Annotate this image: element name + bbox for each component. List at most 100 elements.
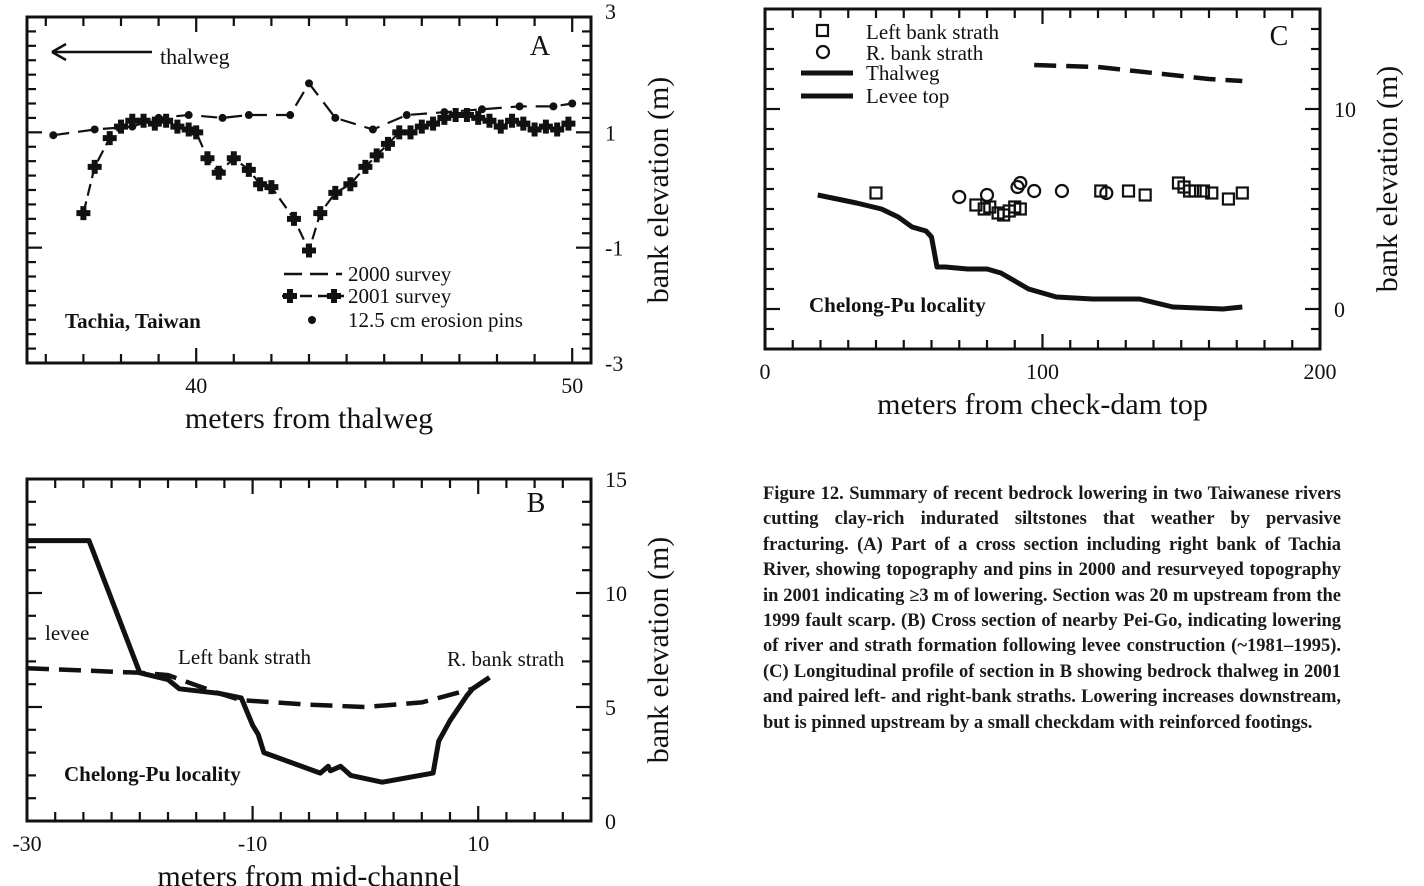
panel-c-letter: C: [1270, 21, 1289, 52]
panel-c-square-marker: [969, 198, 983, 212]
panel-c-square-marker: [869, 186, 883, 200]
panel-a-cross-marker: [516, 116, 531, 131]
panel-c-x-tick-label: 0: [760, 359, 771, 384]
panel-c-square-marker: [1235, 186, 1249, 200]
panel-c-y-axis-label: bank elevation (m): [1371, 66, 1404, 293]
panel-a-pin-point: [549, 102, 558, 111]
panel-c-x-axis-label: meters from check-dam top: [877, 388, 1208, 421]
panel-a-cross-marker: [380, 136, 395, 151]
panel-a-cross-marker: [200, 151, 215, 166]
panel-a-series-dashed-line: [82, 113, 569, 254]
panel-b-x-tick-label: -10: [238, 831, 267, 856]
panel-c-square-marker: [1205, 186, 1219, 200]
panel-c-legend-label: Levee top: [866, 84, 949, 108]
panel-a-pin-point: [184, 111, 193, 120]
panel-a-cross-marker: [286, 211, 301, 226]
panel-a-cross-marker: [136, 113, 151, 128]
panel-c-circle-marker: [1027, 183, 1042, 199]
panel-b-locality-label: Chelong-Pu locality: [64, 762, 241, 786]
panel-c-x-tick-label: 200: [1304, 359, 1337, 384]
panel-b-left-bank-label: Left bank strath: [178, 645, 311, 669]
panel-a-pin-point: [568, 99, 577, 108]
panel-a-pin-point: [49, 131, 58, 140]
panel-a-x-axis-label: meters from thalweg: [185, 402, 433, 435]
panel-a-thalweg-label: thalweg: [160, 44, 230, 69]
panel-a-cross-marker: [527, 122, 542, 137]
panel-a-pin-point: [515, 102, 524, 111]
panel-a-cross-marker: [403, 125, 418, 140]
panel-a-pin-point: [128, 122, 137, 131]
panel-a-cross-marker: [482, 113, 497, 128]
panel-a-pin-point: [402, 111, 411, 120]
panel-a-pin-point: [331, 113, 340, 122]
panel-a-cross-marker: [437, 110, 452, 125]
panel-a-cross-marker: [264, 180, 279, 195]
panel-b-y-tick-label: 5: [605, 695, 616, 720]
panel-c-circle-marker: [952, 189, 967, 205]
panel-b-series-dashed-line: [26, 665, 491, 710]
panel-a-pin-point: [244, 111, 253, 120]
panel-a-cross-marker: [76, 206, 91, 221]
panel-a-cross-marker: [114, 119, 128, 134]
panel-c-legend-label: Thalweg: [866, 61, 940, 85]
panel-a-pin-point: [154, 113, 163, 122]
panel-a-legend-pin-swatch: [308, 316, 316, 324]
panel-a-cross-marker: [159, 113, 174, 128]
panel-a-y-tick-label: 1: [605, 120, 616, 145]
panel-a-letter: A: [530, 31, 551, 62]
panel-a-cross-marker: [369, 148, 384, 163]
panel-c-legend-label: R. bank strath: [866, 41, 984, 65]
panel-a-legend-cross-marker: [327, 289, 341, 303]
panel-a-cross-marker: [358, 159, 373, 174]
panel-a-cross-marker: [505, 113, 520, 128]
panel-a-cross-marker: [328, 185, 343, 200]
panel-a-cross-marker: [426, 116, 441, 131]
panel-a-cross-marker: [538, 119, 553, 134]
panel-a-cross-marker: [87, 159, 102, 174]
panel-c-square-marker: [1013, 202, 1027, 216]
panel-c-circle-marker: [1054, 183, 1070, 199]
panel-a-cross-marker: [448, 108, 463, 123]
panel-c-legend-label: Left bank strath: [866, 20, 999, 44]
panel-a-cross-marker: [125, 113, 140, 128]
panel-a-y-tick-label: -1: [605, 236, 623, 261]
panel-a-y-tick-label: 3: [605, 0, 616, 24]
panel-c-y-tick-label: 10: [1334, 97, 1356, 122]
panel-a-x-tick-label: 40: [185, 373, 207, 398]
panel-a-cross-marker: [241, 162, 256, 177]
panel-c-square-marker: [1138, 188, 1152, 202]
panel-c-y-tick-label: 0: [1334, 297, 1345, 322]
panel-a-cross-marker: [102, 131, 117, 146]
panel-a-cross-marker: [392, 125, 407, 140]
panel-a-pin-point: [218, 113, 227, 122]
panel-b-series-line: [27, 538, 491, 785]
panel-c-square-marker: [1221, 192, 1236, 206]
panel-b-y-axis-label: bank elevation (m): [642, 537, 675, 764]
panel-a-y-axis-label: bank elevation (m): [642, 77, 675, 304]
panel-c-circle-marker: [1013, 175, 1028, 191]
panel-a-arrow-head: [51, 42, 67, 62]
panel-c-circle-marker: [979, 187, 995, 203]
panel-a-cross-marker: [147, 116, 162, 131]
panel-a-y-tick-label: -3: [605, 351, 623, 376]
panel-c-circle-marker: [1099, 185, 1114, 201]
panel-c-series-line: [817, 192, 1243, 312]
panel-c-x-tick-label: 100: [1026, 359, 1059, 384]
panel-a-cross-marker: [313, 206, 328, 221]
panel-a-pin-point: [90, 125, 99, 134]
panel-a-cross-marker: [414, 119, 429, 134]
panel-a-x-tick-label: 50: [561, 373, 583, 398]
panel-c-legend-circle-swatch: [815, 44, 831, 60]
panel-a-cross-marker: [561, 116, 576, 131]
panel-a-legend-label: 2001 survey: [348, 284, 452, 308]
panel-c-locality-label: Chelong-Pu locality: [809, 293, 986, 317]
panel-a-cross-marker: [189, 125, 204, 140]
figure-caption: Figure 12. Summary of recent bedrock low…: [763, 484, 1341, 733]
panel-c-square-marker: [1188, 184, 1202, 198]
panel-a-cross-marker: [343, 177, 358, 192]
panel-b-y-tick-label: 10: [605, 581, 627, 606]
panel-b-right-bank-label: R. bank strath: [447, 647, 565, 671]
panel-c-square-marker: [1121, 184, 1136, 198]
panel-a-cross-marker: [550, 122, 565, 137]
panel-a-cross-marker: [226, 151, 241, 166]
